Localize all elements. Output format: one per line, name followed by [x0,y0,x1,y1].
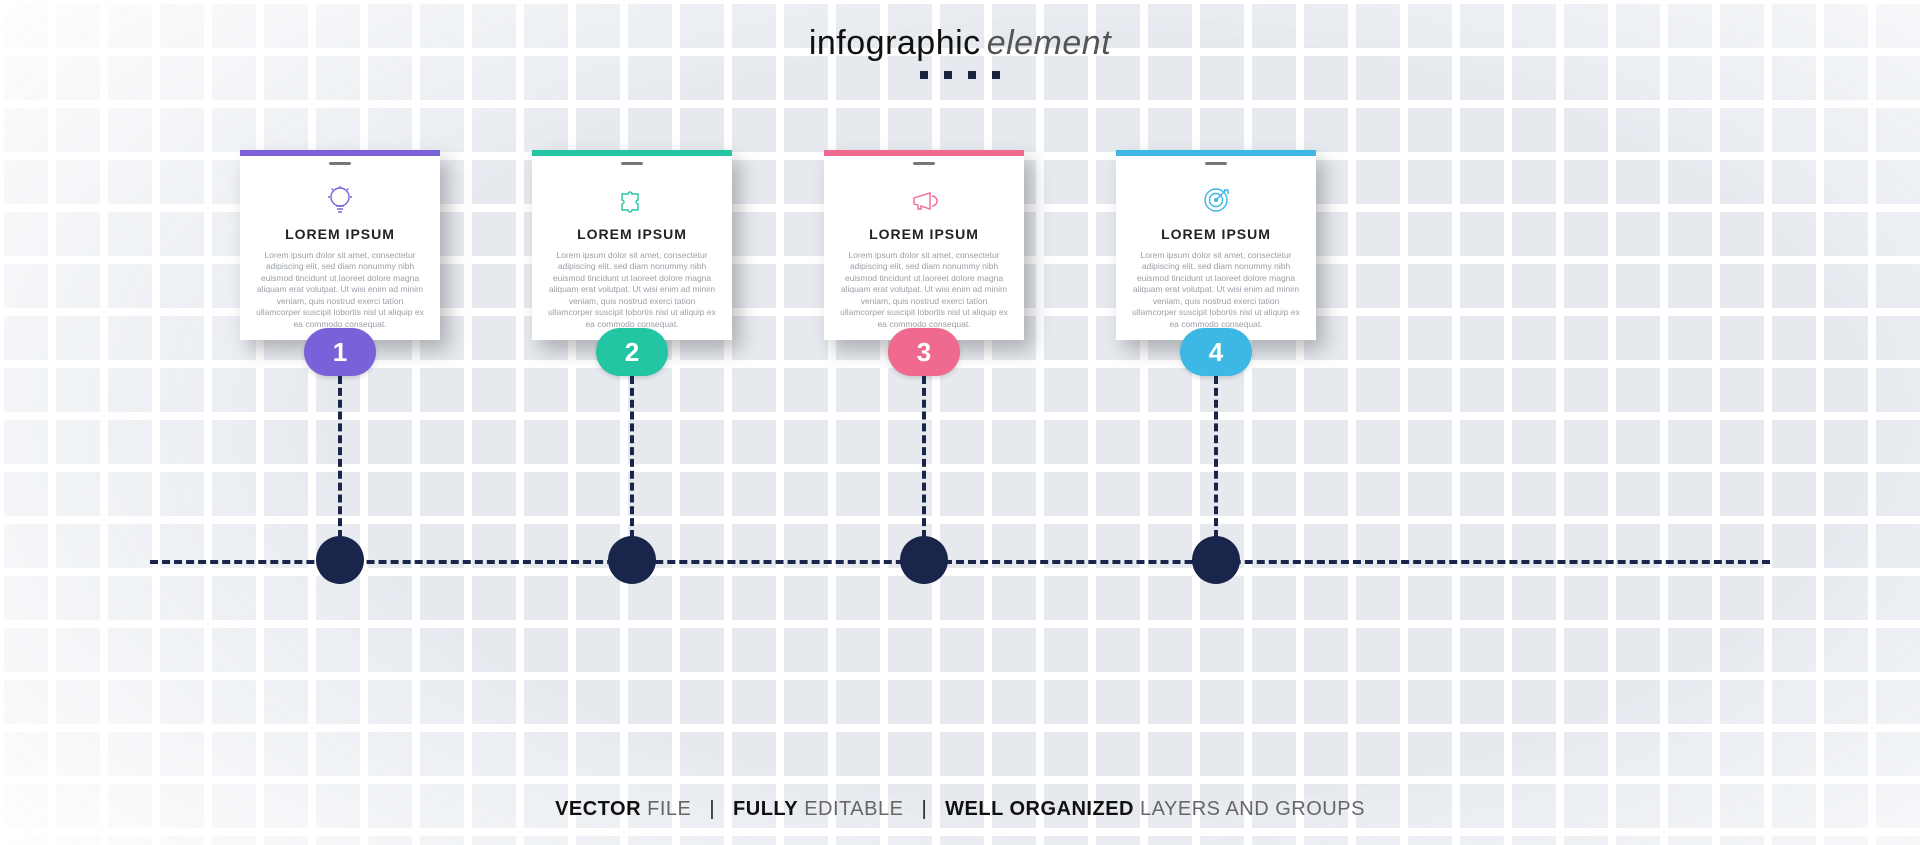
title-dot [992,71,1000,79]
step-body: Lorem ipsum dolor sit amet, consectetur … [1130,250,1302,330]
timeline-node [316,536,364,584]
timeline-step: LOREM IPSUM Lorem ipsum dolor sit amet, c… [532,150,732,340]
title-dot [920,71,928,79]
footer-part-light: FILE [641,798,691,820]
background-grid-pattern [0,0,1920,845]
step-heading: LOREM IPSUM [240,226,440,242]
puzzle-icon [616,184,648,221]
title-word-1: infographic [809,24,981,62]
title-dots [0,66,1920,84]
footer-part-light: LAYERS AND GROUPS [1134,798,1365,820]
step-body: Lorem ipsum dolor sit amet, consectetur … [546,250,718,330]
timeline-axis [150,560,1770,564]
card-handle [621,162,643,165]
step-connector [338,376,342,538]
footer-part-bold: FULLY [733,798,798,820]
step-number-pill: 1 [304,328,376,376]
timeline-step: LOREM IPSUM Lorem ipsum dolor sit amet, c… [1116,150,1316,340]
step-card: LOREM IPSUM Lorem ipsum dolor sit amet, c… [824,150,1024,340]
step-heading: LOREM IPSUM [532,226,732,242]
footer-part-bold: VECTOR [555,798,641,820]
card-handle [329,162,351,165]
step-card: LOREM IPSUM Lorem ipsum dolor sit amet, c… [1116,150,1316,340]
lightbulb-icon [324,184,356,221]
step-heading: LOREM IPSUM [824,226,1024,242]
footer-part-bold: WELL ORGANIZED [945,798,1134,820]
card-handle [913,162,935,165]
step-number-pill: 2 [596,328,668,376]
timeline-step: LOREM IPSUM Lorem ipsum dolor sit amet, c… [824,150,1024,340]
title-word-2: element [987,24,1111,62]
megaphone-icon [908,184,940,221]
timeline-node [1192,536,1240,584]
step-body: Lorem ipsum dolor sit amet, consectetur … [838,250,1010,330]
title-dot [944,71,952,79]
title-dot [968,71,976,79]
target-icon [1200,184,1232,221]
step-number-pill: 3 [888,328,960,376]
step-connector [922,376,926,538]
timeline-node [900,536,948,584]
timeline-step: LOREM IPSUM Lorem ipsum dolor sit amet, c… [240,150,440,340]
step-connector [1214,376,1218,538]
timeline-node [608,536,656,584]
step-number-pill: 4 [1180,328,1252,376]
page-title: infographicelement [0,24,1920,63]
footer-meta: VECTOR FILE | FULLY EDITABLE | WELL ORGANIZE… [0,798,1920,821]
step-card: LOREM IPSUM Lorem ipsum dolor sit amet, c… [240,150,440,340]
step-card: LOREM IPSUM Lorem ipsum dolor sit amet, c… [532,150,732,340]
footer-separator: | [709,798,715,820]
step-heading: LOREM IPSUM [1116,226,1316,242]
footer-separator: | [921,798,927,820]
infographic-stage: infographicelement LOREM IPSUM Lorem ipsu… [0,0,1920,845]
step-body: Lorem ipsum dolor sit amet, consectetur … [254,250,426,330]
card-handle [1205,162,1227,165]
footer-part-light: EDITABLE [798,798,903,820]
step-connector [630,376,634,538]
